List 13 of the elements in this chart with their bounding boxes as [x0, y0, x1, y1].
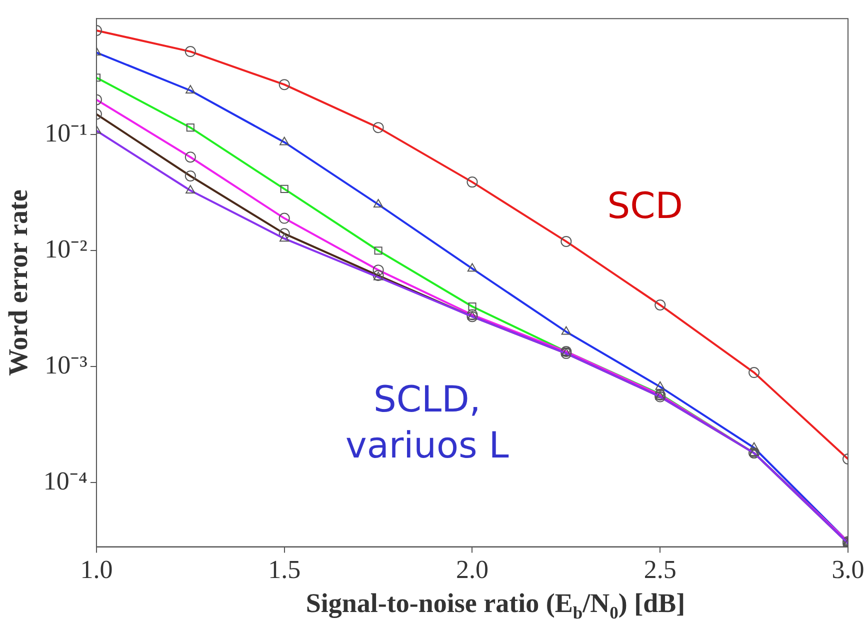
y-tick-label: 10⁻⁴ — [43, 466, 88, 496]
x-tick-label: 3.0 — [832, 555, 864, 584]
x-tick-label: 2.0 — [456, 555, 488, 584]
x-tick-label: 2.5 — [644, 555, 676, 584]
annotation: SCLD, variuos L — [346, 380, 509, 467]
y-axis-title: Word error rate — [3, 189, 34, 376]
annotation: SCD — [607, 186, 683, 228]
y-tick-label: 10⁻¹ — [44, 118, 88, 148]
x-tick-label: 1.5 — [268, 555, 301, 584]
x-tick-label: 1.0 — [80, 555, 113, 584]
y-tick-label: 10⁻³ — [44, 350, 88, 380]
x-axis-title: Signal-to-noise ratio (E$_{b}$/N$_{0}$) [dB] — [304, 588, 686, 624]
y-tick-label: 10⁻² — [44, 234, 88, 264]
